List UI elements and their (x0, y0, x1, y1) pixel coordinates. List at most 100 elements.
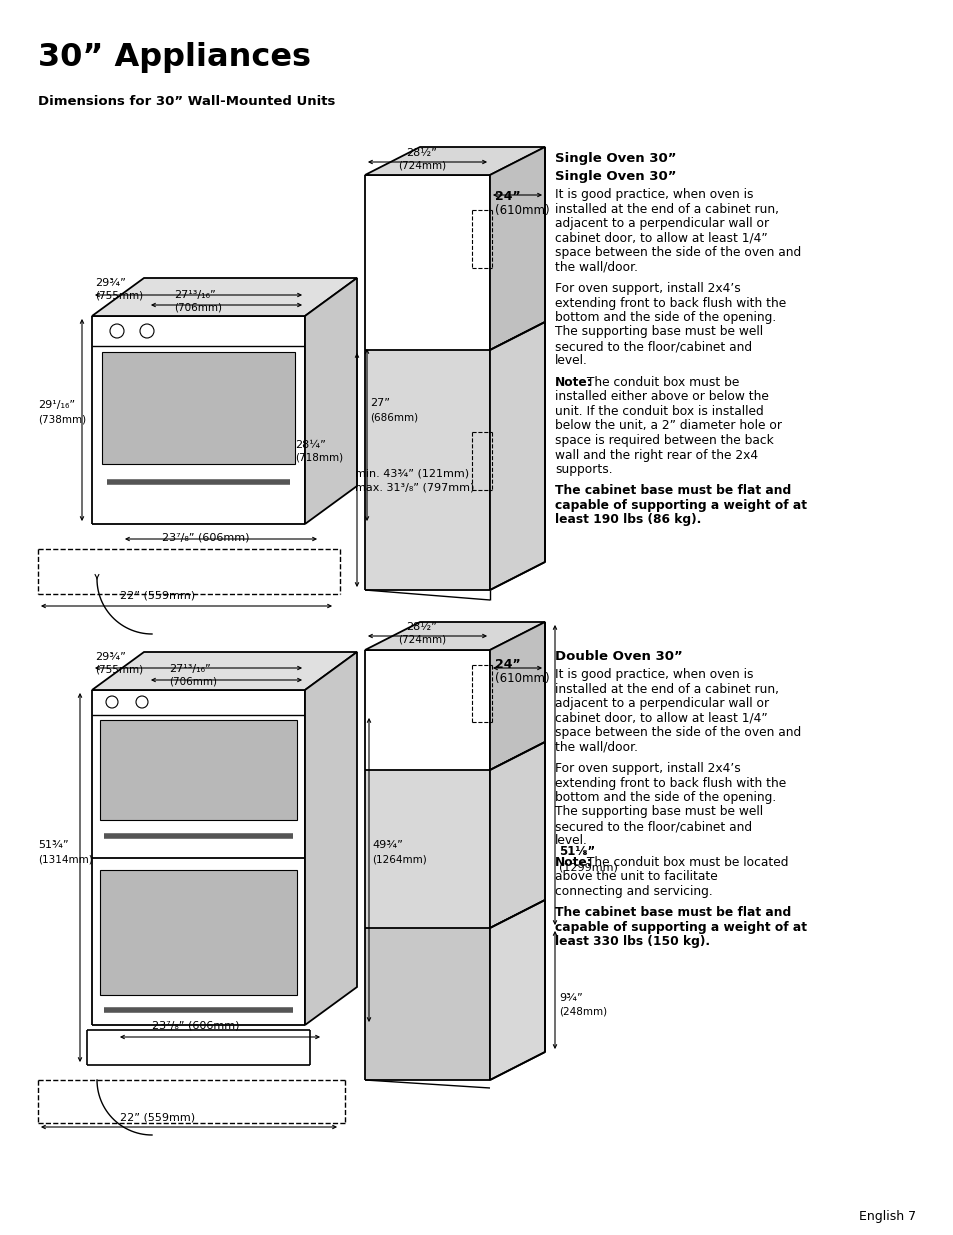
Text: below the unit, a 2” diameter hole or: below the unit, a 2” diameter hole or (555, 420, 781, 432)
Text: cabinet door, to allow at least 1/4”: cabinet door, to allow at least 1/4” (555, 231, 767, 245)
Text: (755mm): (755mm) (95, 664, 143, 674)
Text: 27”: 27” (370, 398, 390, 408)
Text: wall and the right rear of the 2x4: wall and the right rear of the 2x4 (555, 448, 758, 462)
Polygon shape (490, 322, 544, 590)
Text: Single Oven 30”: Single Oven 30” (555, 152, 676, 165)
Text: 9¾”: 9¾” (558, 993, 582, 1003)
Text: (1264mm): (1264mm) (372, 853, 426, 864)
Text: the wall/door.: the wall/door. (555, 261, 638, 273)
Text: 51¾”: 51¾” (38, 840, 69, 850)
Text: 22” (559mm): 22” (559mm) (120, 1113, 195, 1123)
Text: The supporting base must be well: The supporting base must be well (555, 326, 762, 338)
Polygon shape (490, 622, 544, 769)
Text: secured to the floor/cabinet and: secured to the floor/cabinet and (555, 340, 751, 353)
Text: installed either above or below the: installed either above or below the (555, 390, 768, 404)
Polygon shape (365, 147, 544, 175)
Text: It is good practice, when oven is: It is good practice, when oven is (555, 668, 753, 680)
Text: Double Oven 30”: Double Oven 30” (555, 650, 682, 663)
Text: (738mm): (738mm) (38, 414, 86, 424)
Text: (706mm): (706mm) (169, 676, 216, 685)
Text: 29¾”: 29¾” (95, 652, 126, 662)
Polygon shape (365, 622, 544, 650)
Text: 23⁷/₈” (606mm): 23⁷/₈” (606mm) (162, 532, 250, 542)
Text: supports.: supports. (555, 463, 612, 475)
Text: capable of supporting a weight of at: capable of supporting a weight of at (555, 921, 806, 934)
Text: above the unit to facilitate: above the unit to facilitate (555, 871, 717, 883)
Text: bottom and the side of the opening.: bottom and the side of the opening. (555, 311, 776, 324)
Text: installed at the end of a cabinet run,: installed at the end of a cabinet run, (555, 683, 779, 695)
Text: It is good practice, when oven is: It is good practice, when oven is (555, 188, 753, 201)
Text: connecting and servicing.: connecting and servicing. (555, 885, 712, 898)
Text: secured to the floor/cabinet and: secured to the floor/cabinet and (555, 820, 751, 832)
Text: 24”: 24” (495, 190, 520, 203)
Text: 27¹³/₁₆”: 27¹³/₁₆” (173, 290, 215, 300)
Text: adjacent to a perpendicular wall or: adjacent to a perpendicular wall or (555, 697, 768, 710)
Text: extending front to back flush with the: extending front to back flush with the (555, 777, 785, 789)
Polygon shape (91, 278, 356, 316)
Text: Dimensions for 30” Wall-Mounted Units: Dimensions for 30” Wall-Mounted Units (38, 95, 335, 107)
Text: least 190 lbs (86 kg).: least 190 lbs (86 kg). (555, 514, 700, 526)
Text: (248mm): (248mm) (558, 1007, 606, 1016)
Text: 28½”: 28½” (406, 622, 437, 632)
Text: The conduit box must be located: The conduit box must be located (582, 856, 788, 869)
Polygon shape (91, 652, 356, 690)
Text: space between the side of the oven and: space between the side of the oven and (555, 726, 801, 739)
Text: 23⁷/₈” (606mm): 23⁷/₈” (606mm) (152, 1021, 239, 1031)
Text: (724mm): (724mm) (397, 161, 446, 170)
Bar (365, 769, 490, 927)
Text: For oven support, install 2x4’s: For oven support, install 2x4’s (555, 762, 740, 776)
Polygon shape (490, 900, 544, 1079)
Text: the wall/door.: the wall/door. (555, 741, 638, 753)
Polygon shape (490, 742, 544, 927)
Text: (610mm): (610mm) (495, 204, 549, 217)
Text: 49¾”: 49¾” (372, 840, 402, 850)
Text: capable of supporting a weight of at: capable of supporting a weight of at (555, 499, 806, 513)
Text: Single Oven 30”: Single Oven 30” (555, 170, 676, 183)
Text: least 330 lbs (150 kg).: least 330 lbs (150 kg). (555, 935, 709, 948)
Text: (1314mm): (1314mm) (38, 853, 92, 864)
Text: 29¾”: 29¾” (95, 278, 126, 288)
Text: 51⅛”: 51⅛” (558, 845, 595, 858)
Text: level.: level. (555, 835, 587, 847)
Text: 28¼”: 28¼” (294, 440, 326, 450)
Text: The supporting base must be well: The supporting base must be well (555, 805, 762, 819)
Bar (102, 352, 294, 464)
Text: 27¹³/₁₆”: 27¹³/₁₆” (169, 664, 211, 674)
Text: (724mm): (724mm) (397, 634, 446, 643)
Text: (706mm): (706mm) (173, 303, 222, 312)
Text: (1299mm): (1299mm) (558, 862, 618, 872)
Text: For oven support, install 2x4’s: For oven support, install 2x4’s (555, 282, 740, 295)
Text: 30” Appliances: 30” Appliances (38, 42, 311, 73)
Text: (718mm): (718mm) (294, 452, 343, 462)
Text: Note:: Note: (555, 856, 592, 869)
Bar (365, 927, 490, 1079)
Text: (686mm): (686mm) (370, 412, 417, 422)
Text: English 7: English 7 (858, 1210, 915, 1223)
Bar (365, 350, 490, 590)
Text: max. 31³/₈” (797mm): max. 31³/₈” (797mm) (355, 483, 474, 493)
Text: The cabinet base must be flat and: The cabinet base must be flat and (555, 484, 790, 498)
Bar (100, 720, 296, 820)
Text: 28½”: 28½” (406, 148, 437, 158)
Polygon shape (305, 278, 356, 524)
Text: bottom and the side of the opening.: bottom and the side of the opening. (555, 790, 776, 804)
Text: unit. If the conduit box is installed: unit. If the conduit box is installed (555, 405, 763, 417)
Text: cabinet door, to allow at least 1/4”: cabinet door, to allow at least 1/4” (555, 711, 767, 725)
Text: 22” (559mm): 22” (559mm) (120, 592, 195, 601)
Text: space is required between the back: space is required between the back (555, 433, 773, 447)
Text: (610mm): (610mm) (495, 672, 549, 685)
Polygon shape (305, 652, 356, 1025)
Bar (100, 869, 296, 995)
Text: space between the side of the oven and: space between the side of the oven and (555, 246, 801, 259)
Text: min. 43¾” (121mm): min. 43¾” (121mm) (355, 468, 469, 478)
Text: extending front to back flush with the: extending front to back flush with the (555, 296, 785, 310)
Text: 29¹/₁₆”: 29¹/₁₆” (38, 400, 75, 410)
Text: The cabinet base must be flat and: The cabinet base must be flat and (555, 906, 790, 920)
Text: level.: level. (555, 354, 587, 368)
Text: installed at the end of a cabinet run,: installed at the end of a cabinet run, (555, 203, 779, 215)
Text: adjacent to a perpendicular wall or: adjacent to a perpendicular wall or (555, 217, 768, 230)
Text: The conduit box must be: The conduit box must be (582, 375, 739, 389)
Polygon shape (490, 147, 544, 350)
Text: (755mm): (755mm) (95, 290, 143, 300)
Text: 24”: 24” (495, 658, 520, 671)
